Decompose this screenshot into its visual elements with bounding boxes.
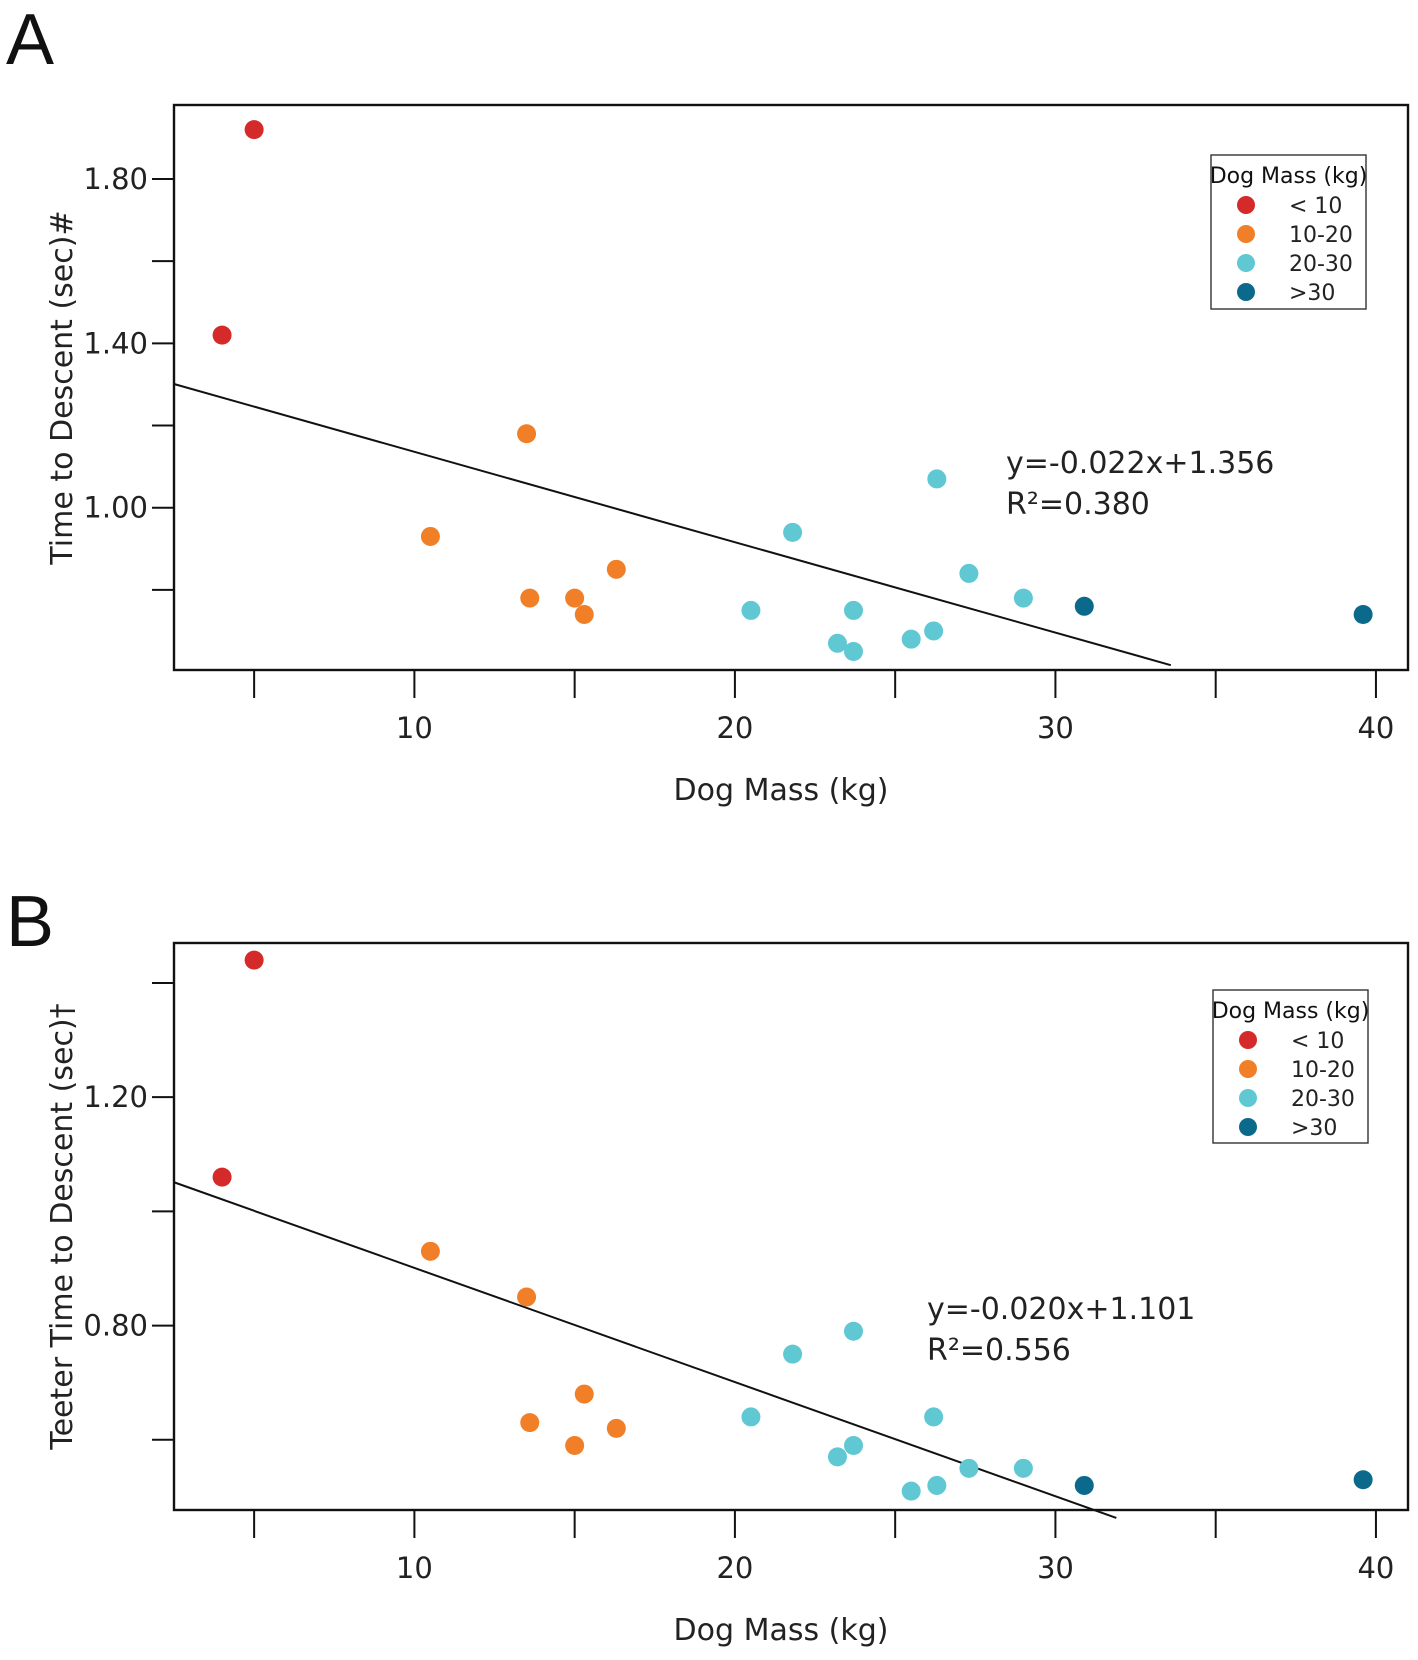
data-point-20-30 (901, 1481, 921, 1501)
plot-frame (172, 941, 1410, 1512)
fit-equation: y=-0.020x+1.101 (927, 1292, 1195, 1327)
data-point-10 (244, 120, 264, 140)
regression-line (173, 383, 1172, 667)
y-tick-label: 1.40 (83, 326, 148, 360)
data-point-10-20 (574, 605, 594, 625)
data-point-20-30 (783, 522, 803, 542)
data-point-10 (212, 1167, 232, 1187)
legend-label: < 10 (1291, 1029, 1344, 1054)
data-point-20-30 (924, 621, 944, 641)
panel-letter-b: B (6, 882, 54, 962)
y-tick-label: 1.80 (83, 162, 148, 196)
x-tick-label: 40 (1357, 711, 1394, 745)
data-point-20-30 (741, 600, 761, 620)
legend-swatch (1237, 196, 1255, 214)
data-point-30 (1074, 1475, 1094, 1495)
data-point-20-30 (927, 1475, 947, 1495)
x-tick-label: 10 (396, 711, 433, 745)
x-tick-label: 10 (396, 1551, 433, 1585)
legend-label: >30 (1291, 1116, 1337, 1141)
data-point-10-20 (520, 588, 540, 608)
data-point-10-20 (574, 1384, 594, 1404)
x-tick-label: 30 (1037, 1551, 1074, 1585)
legend: Dog Mass (kg) < 10 10-20 20-30 >30 (1212, 989, 1370, 1144)
x-tick-label: 40 (1357, 1551, 1394, 1585)
y-tick-label: 1.00 (83, 491, 148, 525)
data-point-20-30 (844, 1435, 864, 1455)
data-point-20-30 (924, 1407, 944, 1427)
x-axis-label: Dog Mass (kg) (674, 773, 889, 808)
x-tick-label: 20 (716, 711, 753, 745)
legend-box (1212, 989, 1369, 1144)
legend-label: 10-20 (1289, 223, 1353, 248)
data-point-20-30 (901, 629, 921, 649)
data-point-10-20 (606, 559, 626, 579)
regression-line (173, 1181, 1117, 1519)
data-point-30 (1353, 605, 1373, 625)
x-tick-label: 30 (1037, 711, 1074, 745)
chart-panel-a: 10 20 30 40 1.00 1.40 1.80 Dog Mass (kg) Time to… (45, 103, 1410, 808)
data-point-20-30 (927, 469, 947, 489)
data-point-10-20 (565, 588, 585, 608)
data-point-10-20 (606, 1418, 626, 1438)
legend-title: Dog Mass (kg) (1210, 164, 1368, 189)
data-point-10 (212, 325, 232, 345)
data-point-20-30 (1013, 1458, 1033, 1478)
x-axis-label: Dog Mass (kg) (674, 1613, 889, 1648)
y-tick-label: 1.20 (83, 1080, 148, 1114)
data-point-20-30 (959, 563, 979, 583)
data-point-10-20 (517, 1287, 537, 1307)
chart-panel-b: 10 20 30 40 0.80 1.20 Dog Mass (kg) Teeter Time… (45, 941, 1410, 1648)
legend-swatch (1237, 283, 1255, 301)
data-point-10 (244, 950, 264, 970)
data-point-30 (1353, 1470, 1373, 1490)
legend-swatch (1239, 1089, 1257, 1107)
legend-label: < 10 (1289, 194, 1342, 219)
y-axis-label: Teeter Time to Descent (sec)† (45, 1003, 80, 1450)
data-point-30 (1074, 596, 1094, 616)
data-point-10-20 (420, 1241, 440, 1261)
data-point-20-30 (959, 1458, 979, 1478)
data-point-10-20 (420, 526, 440, 546)
data-point-20-30 (783, 1344, 803, 1364)
data-point-10-20 (520, 1413, 540, 1433)
data-point-20-30 (827, 1447, 847, 1467)
data-point-20-30 (741, 1407, 761, 1427)
legend-label: >30 (1289, 281, 1335, 306)
legend-title: Dog Mass (kg) (1212, 999, 1370, 1024)
r-squared: R²=0.556 (927, 1333, 1071, 1368)
data-point-20-30 (844, 642, 864, 662)
plot-frame (172, 103, 1410, 672)
panel-letter-a: A (6, 0, 54, 80)
legend-label: 10-20 (1291, 1058, 1355, 1083)
fit-equation: y=-0.022x+1.356 (1006, 446, 1274, 481)
x-tick-label: 20 (716, 1551, 753, 1585)
legend-box (1210, 154, 1367, 310)
data-point-10-20 (517, 424, 537, 444)
data-point-20-30 (844, 600, 864, 620)
legend-swatch (1239, 1031, 1257, 1049)
legend-swatch (1237, 225, 1255, 243)
data-point-20-30 (1013, 588, 1033, 608)
y-tick-label: 0.80 (83, 1309, 148, 1343)
legend-swatch (1239, 1118, 1257, 1136)
r-squared: R²=0.380 (1006, 487, 1150, 522)
data-point-10-20 (565, 1435, 585, 1455)
legend-label: 20-30 (1289, 252, 1353, 277)
data-point-20-30 (844, 1321, 864, 1341)
data-point-20-30 (827, 633, 847, 653)
legend: Dog Mass (kg) < 10 10-20 20-30 >30 (1210, 154, 1368, 310)
legend-swatch (1239, 1060, 1257, 1078)
legend-label: 20-30 (1291, 1087, 1355, 1112)
y-axis-label: Time to Descent (sec)# (45, 210, 80, 565)
legend-swatch (1237, 254, 1255, 272)
